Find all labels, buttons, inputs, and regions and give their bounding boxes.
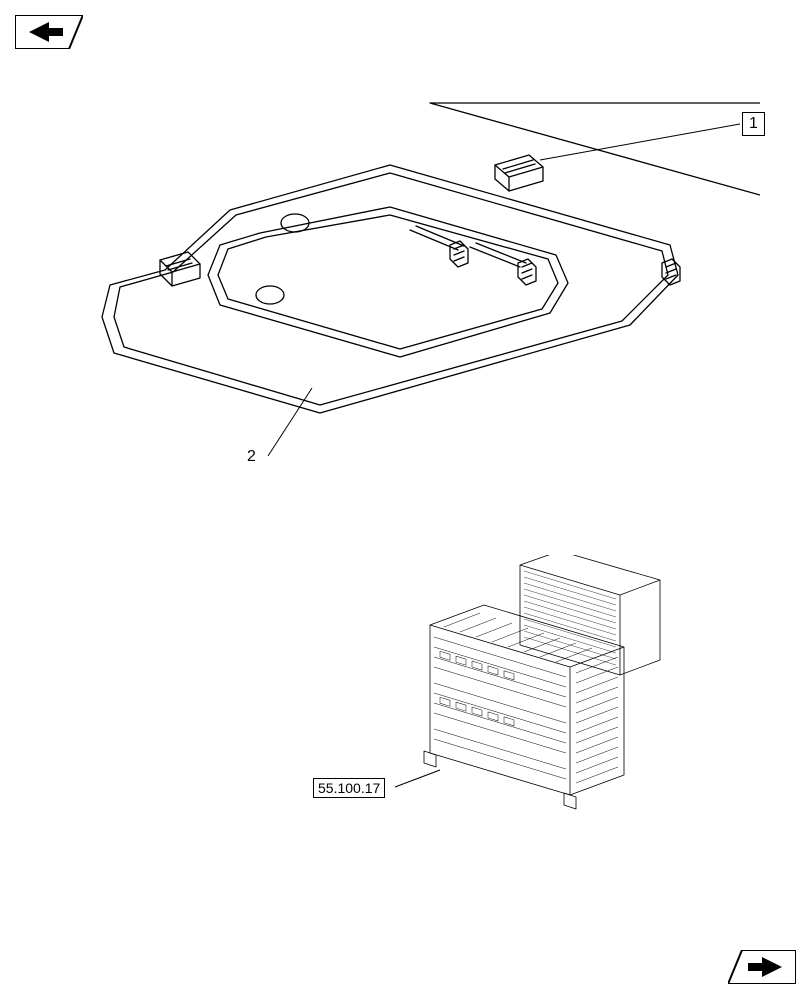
callout-2: 2 — [247, 448, 256, 466]
reference-label: 55.100.17 — [313, 778, 385, 798]
callout-2-label: 2 — [247, 448, 256, 465]
callout-1: 1 — [742, 112, 765, 136]
wiring-harness-drawing — [70, 95, 760, 435]
reference-label-text: 55.100.17 — [318, 780, 380, 796]
prev-page-badge[interactable] — [15, 15, 83, 49]
fusebox-drawing — [400, 555, 680, 815]
callout-1-label: 1 — [749, 115, 758, 132]
next-page-badge[interactable] — [728, 950, 796, 984]
diagram-canvas: 1 2 — [0, 0, 812, 1000]
